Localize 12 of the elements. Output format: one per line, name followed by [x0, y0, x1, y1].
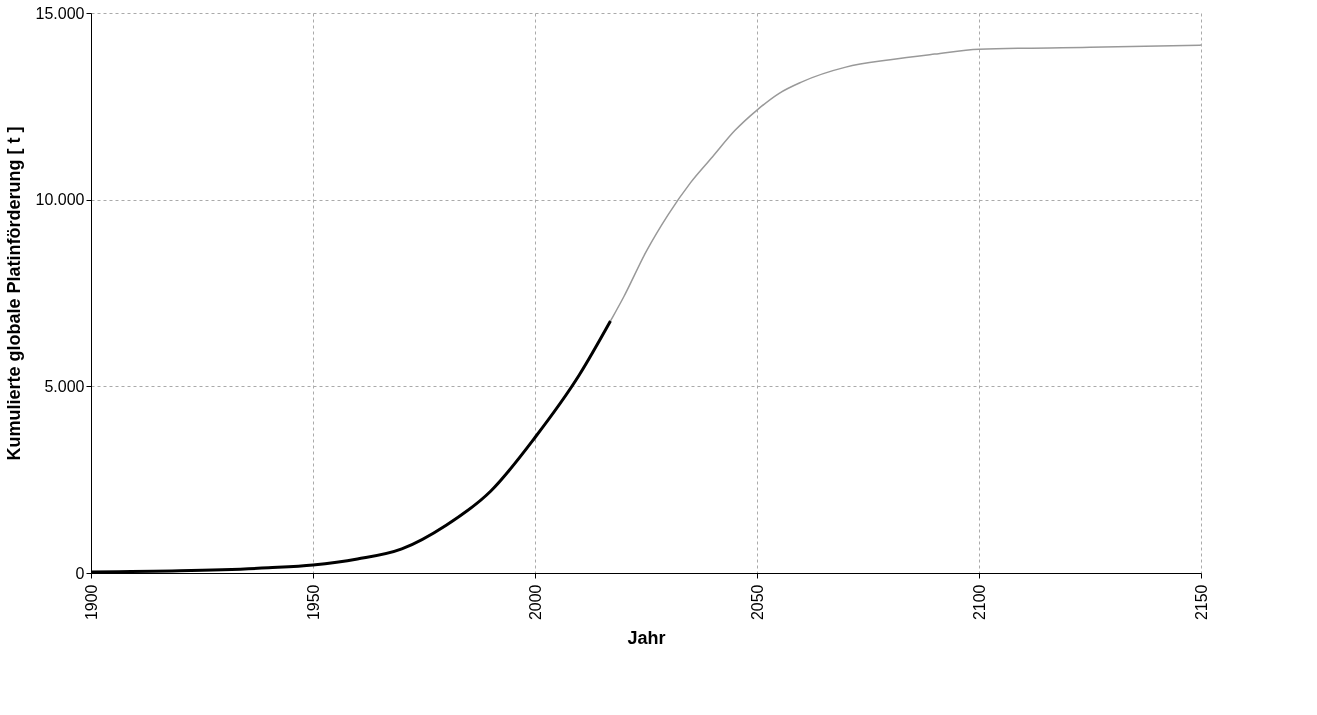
x-tick-label: 2150	[1192, 584, 1210, 621]
y-tick-label: 10.000	[35, 191, 85, 209]
x-tick-label: 1900	[82, 584, 100, 621]
x-tick-label: 2000	[526, 584, 544, 621]
x-tick-label: 2050	[748, 584, 766, 621]
x-tick-label: 2100	[970, 584, 988, 621]
y-tick-label: 5.000	[44, 377, 85, 395]
x-axis-title: Jahr	[627, 628, 666, 649]
y-tick-label: 15.000	[35, 4, 85, 22]
y-axis-title: Kumulierte globale Platinförderung [ t ]	[3, 126, 24, 461]
y-tick-label: 0	[75, 564, 85, 582]
x-tick-label: 1950	[304, 584, 322, 621]
